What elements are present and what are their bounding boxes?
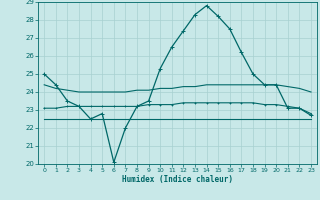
X-axis label: Humidex (Indice chaleur): Humidex (Indice chaleur) — [122, 175, 233, 184]
